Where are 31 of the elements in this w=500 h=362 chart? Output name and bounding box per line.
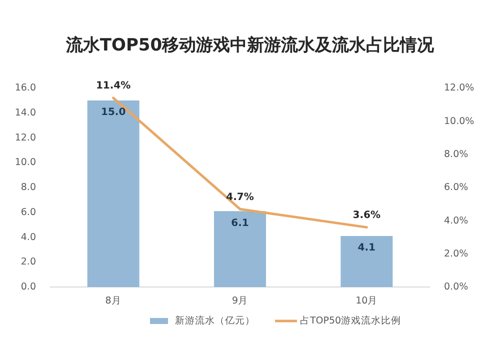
y-tick-label: 0.0 [20, 282, 36, 293]
data-label: 6.1 [231, 218, 249, 229]
data-label: 15.0 [100, 107, 126, 118]
data-label: 4.7% [226, 192, 254, 203]
bar [87, 100, 140, 287]
y-tick-label: 12.0 [14, 132, 36, 144]
x-tick-label: 9月 [232, 296, 248, 307]
y-tick-label: 6.0 [20, 206, 36, 218]
y2-tick-label: 12.0% [444, 82, 474, 94]
legend-label: 新游流水（亿元） [175, 314, 255, 327]
y-tick-label: 16.0 [14, 82, 36, 94]
x-tick-label: 10月 [356, 296, 378, 307]
y2-tick-label: 10.0% [444, 116, 474, 127]
data-label: 3.6% [352, 210, 381, 222]
bar [340, 236, 393, 287]
data-label: 11.4% [96, 80, 131, 92]
legend-label: 占TOP50游戏流水比例 [300, 314, 402, 327]
y2-tick-label: 2.0% [444, 248, 468, 260]
y2-tick-label: 0.0% [444, 282, 468, 293]
y2-tick-label: 4.0% [444, 215, 468, 226]
y-tick-label: 10.0 [14, 157, 36, 168]
y-tick-label: 2.0 [20, 256, 36, 268]
x-tick-label: 8月 [105, 296, 122, 307]
y2-tick-label: 8.0% [444, 148, 468, 160]
chart-title: 流水TOP50移动游戏中新游流水及流水占比情况 [64, 36, 436, 56]
y-tick-label: 14.0 [14, 107, 36, 118]
y2-tick-label: 6.0% [444, 182, 468, 194]
y-tick-label: 8.0 [20, 182, 36, 194]
bar [214, 211, 266, 287]
data-label: 4.1 [358, 242, 376, 254]
y-tick-label: 4.0 [20, 232, 36, 243]
